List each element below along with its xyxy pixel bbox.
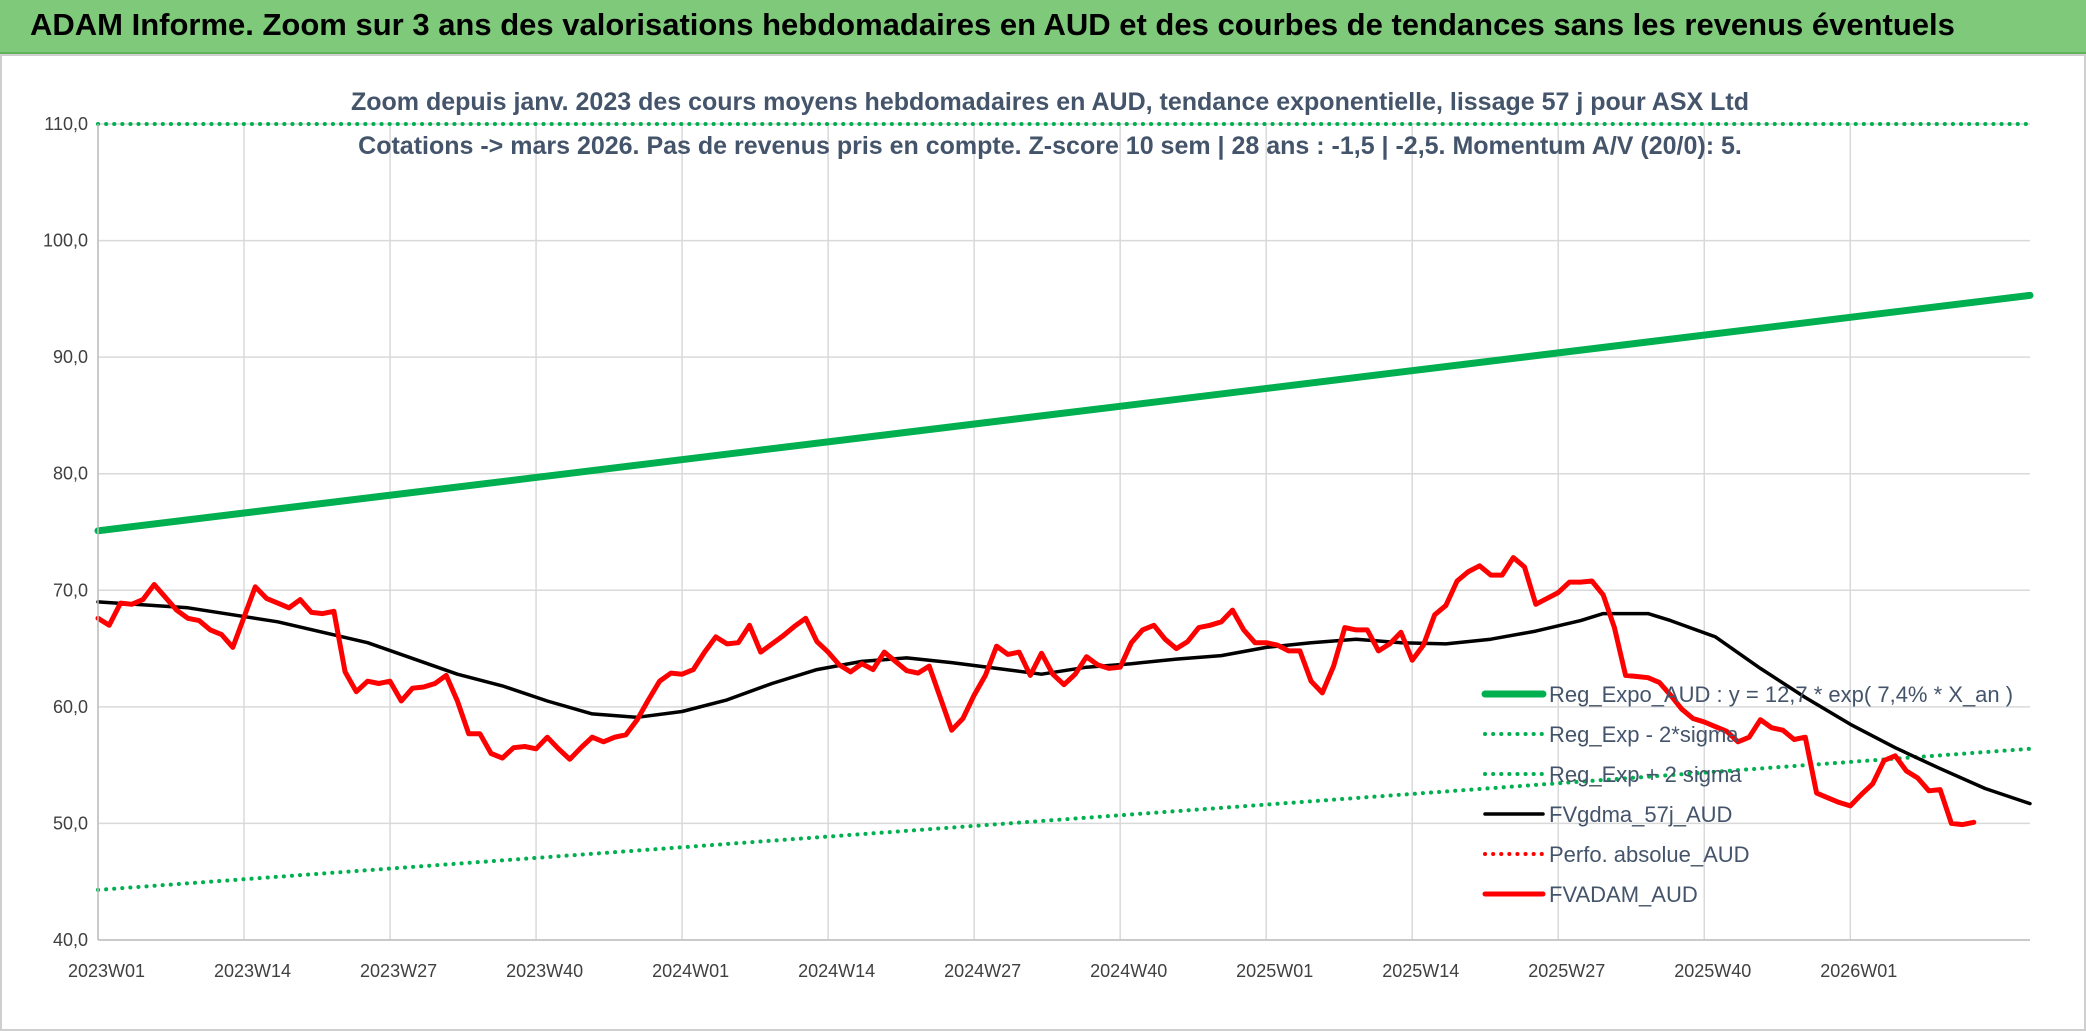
- x-tick-label: 2025W01: [1236, 961, 1313, 981]
- y-tick-label: 100,0: [43, 231, 88, 251]
- series-reg-exp-2-sigma: [96, 746, 2032, 892]
- series-reg-expo-aud-y-12-7-exp-7-4-x-an: [94, 291, 2034, 535]
- x-tick-label: 2024W01: [652, 961, 729, 981]
- x-tick-label: 2023W27: [360, 961, 437, 981]
- report-header: ADAM Informe. Zoom sur 3 ans des valoris…: [0, 0, 2086, 54]
- x-tick-label: 2026W01: [1820, 961, 1897, 981]
- y-tick-label: 110,0: [44, 114, 88, 134]
- legend-label-fvadam-aud: FVADAM_AUD: [1549, 882, 1698, 907]
- y-tick-label: 60,0: [53, 697, 88, 717]
- series-fvgdma-57j-aud: [96, 600, 2032, 806]
- legend-label-fvgdma-57j-aud: FVgdma_57j_AUD: [1549, 802, 1732, 827]
- chart-legend: Reg_Expo_AUD : y = 12,7 * exp( 7,4% * X_…: [1481, 682, 2013, 907]
- axes: 40,0 50,0 60,0 70,0 80,0 90,0 100,0 110,0 2023W0…: [43, 114, 2030, 981]
- legend-label-reg-exp-2-sigma: Reg_Exp - 2*sigma: [1549, 722, 1739, 747]
- y-tick-label: 80,0: [53, 464, 88, 484]
- series-lines: [94, 122, 2034, 892]
- x-tick-label: 2024W40: [1090, 961, 1167, 981]
- x-tick-label: 2025W27: [1528, 961, 1605, 981]
- legend-label-perfo-absolue-aud: Perfo. absolue_AUD: [1549, 842, 1750, 867]
- x-tick-label: 2023W40: [506, 961, 583, 981]
- x-tick-label: 2023W01: [68, 961, 145, 981]
- chart-title-line-1: Zoom depuis janv. 2023 des cours moyens …: [351, 88, 1749, 116]
- y-tick-label: 40,0: [53, 930, 88, 950]
- y-tick-label: 70,0: [53, 580, 88, 600]
- x-tick-label: 2025W40: [1674, 961, 1751, 981]
- x-tick-label: 2023W14: [214, 961, 291, 981]
- gridlines: [97, 123, 2030, 941]
- legend-label-reg-expo-aud-y-12-7-exp-7-4-x-an: Reg_Expo_AUD : y = 12,7 * exp( 7,4% * X_…: [1549, 682, 2013, 707]
- chart-frame: [0, 54, 2086, 1031]
- report-title: ADAM Informe. Zoom sur 3 ans des valoris…: [30, 7, 1955, 42]
- chart-title-line-2: Cotations -> mars 2026. Pas de revenus p…: [358, 132, 1742, 160]
- y-tick-label: 90,0: [53, 347, 88, 367]
- x-tick-label: 2025W14: [1382, 961, 1459, 981]
- x-tick-label: 2024W14: [798, 961, 875, 981]
- series-fvadam-aud: [95, 555, 1977, 828]
- legend-label-reg-exp-2-sigma: Reg_Exp + 2 sigma: [1549, 762, 1742, 787]
- x-tick-label: 2024W27: [944, 961, 1021, 981]
- y-tick-label: 50,0: [53, 813, 88, 833]
